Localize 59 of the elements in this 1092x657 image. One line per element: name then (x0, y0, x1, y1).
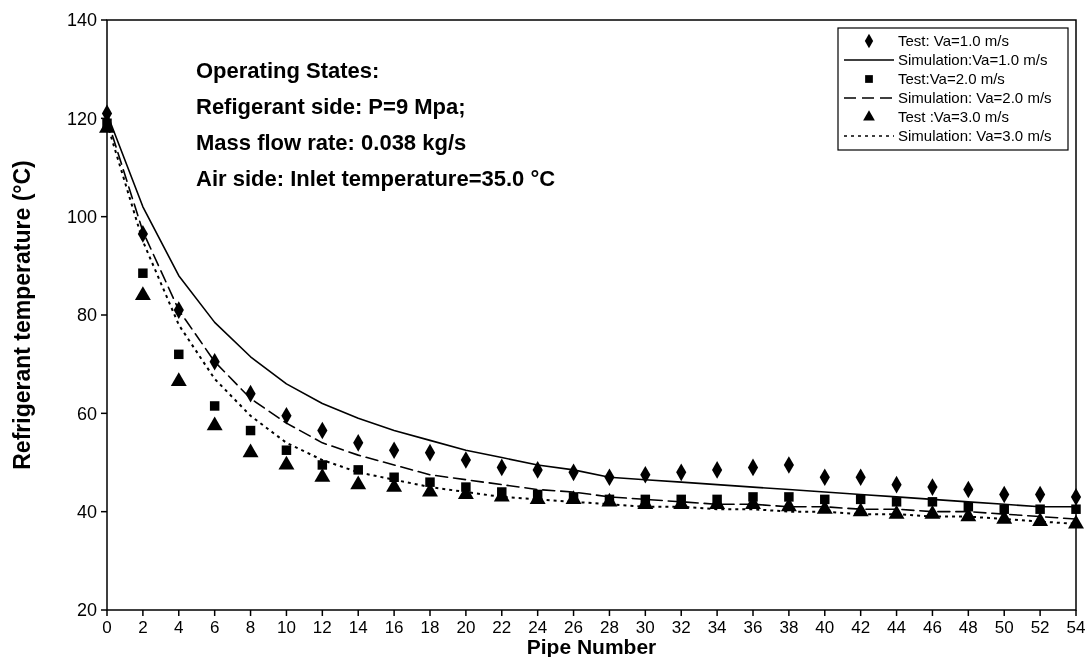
x-tick-label: 12 (312, 618, 332, 637)
x-tick-label: 26 (564, 618, 584, 637)
y-axis-title: Refrigerant temperature (°C) (9, 160, 35, 470)
annotation: Refigerant side: P=9 Mpa; (196, 94, 466, 119)
x-tick-label: 48 (958, 618, 978, 637)
y-tick-label: 100 (66, 206, 97, 227)
point (174, 349, 184, 360)
point (353, 465, 363, 475)
point (350, 475, 367, 490)
x-tick-label: 38 (779, 618, 799, 637)
x-tick-label: 32 (671, 618, 691, 637)
point (927, 497, 938, 507)
point (317, 460, 328, 470)
x-tick-label: 22 (492, 618, 512, 637)
x-tick-label: 16 (384, 618, 404, 637)
x-tick-label: 30 (635, 618, 655, 637)
x-tick-label: 2 (138, 618, 148, 637)
x-tick-label: 52 (1030, 618, 1050, 637)
legend-label: Test :Va=3.0 m/s (898, 108, 1010, 126)
x-tick-label: 20 (456, 618, 476, 637)
x-tick-label: 42 (851, 618, 871, 637)
x-tick-label: 36 (743, 618, 763, 637)
point (245, 425, 256, 436)
x-tick-label: 28 (599, 618, 619, 637)
point (138, 268, 148, 278)
x-tick-label: 40 (815, 618, 835, 637)
legend-label: Simulation: Va=3.0 m/s (898, 127, 1052, 145)
point (1071, 504, 1081, 514)
x-tick-label: 50 (994, 618, 1014, 637)
y-tick-label: 120 (66, 108, 97, 129)
point (1035, 504, 1045, 514)
annotation: Air side: Inlet temperature=35.0 °C (196, 166, 556, 191)
y-tick-label: 20 (76, 600, 97, 621)
x-tick-label: 54 (1066, 618, 1086, 637)
legend-label: Test:Va=2.0 m/s (898, 70, 1005, 88)
y-tick-label: 60 (76, 403, 97, 424)
x-tick-label: 46 (922, 618, 942, 637)
annotation: Operating States: (196, 58, 380, 83)
y-tick-label: 140 (66, 10, 97, 31)
point (209, 401, 220, 411)
x-tick-label: 10 (276, 618, 296, 637)
legend-label: Simulation: Va=2.0 m/s (898, 89, 1052, 107)
annotation: Mass flow rate: 0.038 kg/s (196, 130, 467, 155)
x-tick-label: 6 (209, 618, 220, 637)
x-tick-label: 24 (528, 618, 548, 637)
x-tick-label: 34 (707, 618, 727, 637)
x-tick-label: 4 (174, 618, 184, 637)
x-tick-label: 14 (348, 618, 368, 637)
x-tick-label: 44 (887, 618, 907, 637)
x-tick-label: 0 (102, 618, 112, 637)
y-tick-label: 40 (76, 501, 97, 522)
point (425, 477, 435, 487)
legend-label: Simulation:Va=1.0 m/s (898, 51, 1048, 69)
y-tick-label: 80 (76, 305, 97, 326)
x-tick-label: 8 (245, 618, 256, 637)
x-tick-label: 18 (420, 618, 440, 637)
legend-label: Test: Va=1.0 m/s (898, 32, 1010, 50)
point (281, 445, 292, 455)
point (891, 497, 902, 507)
